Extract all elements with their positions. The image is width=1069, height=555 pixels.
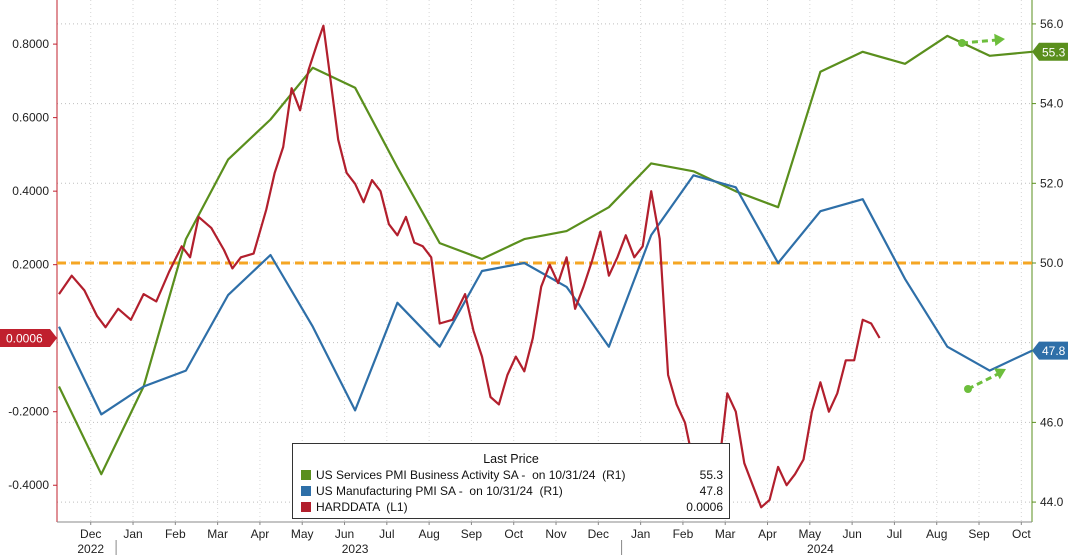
legend-title: Last Price bbox=[483, 452, 539, 466]
right-axis-ticks: 56.0 54.0 52.0 50.0 46.0 44.0 bbox=[1032, 17, 1064, 509]
right-tick-label-3: 50.0 bbox=[1040, 256, 1064, 270]
legend-swatch-harddata bbox=[301, 502, 311, 512]
right-tick-label-1: 54.0 bbox=[1040, 97, 1064, 111]
x-tick-label-15: Mar bbox=[715, 527, 736, 541]
x-tick-label-0: Dec bbox=[80, 527, 101, 541]
x-tick-label-5: May bbox=[291, 527, 314, 541]
right-tick-label-5: 44.0 bbox=[1040, 495, 1064, 509]
left-tick-label-2: 0.4000 bbox=[12, 184, 49, 198]
plot-area bbox=[57, 0, 1032, 522]
left-tick-label-4: -0.2000 bbox=[8, 405, 49, 419]
x-axis-ticks: Dec Jan Feb Mar Apr May Jun Jul Aug Sep Oct Nov Dec J… bbox=[57, 521, 1032, 541]
legend-item-services: US Services PMI Business Activity SA - o… bbox=[301, 468, 723, 483]
year-labels: 2022 2023 2024 bbox=[77, 540, 834, 555]
x-tick-label-10: Oct bbox=[504, 527, 523, 541]
legend-item-manufacturing: US Manufacturing PMI SA - on 10/31/24 (R… bbox=[301, 484, 723, 499]
x-tick-label-21: Sep bbox=[968, 527, 990, 541]
legend-label-harddata: HARDDATA (L1) bbox=[316, 500, 408, 514]
series-line-harddata bbox=[58, 24, 881, 509]
x-tick-label-20: Aug bbox=[926, 527, 947, 541]
x-tick-label-13: Jan bbox=[631, 527, 650, 541]
left-tick-label-5: -0.4000 bbox=[8, 478, 49, 492]
last-value-tag-manufacturing-bg bbox=[1032, 341, 1068, 360]
legend-label-services: US Services PMI Business Activity SA - o… bbox=[316, 468, 626, 482]
legend-swatch-services bbox=[301, 470, 311, 480]
left-tick-label-0: 0.8000 bbox=[12, 37, 49, 51]
arrow-services-shaft bbox=[961, 38, 998, 45]
legend-swatch-manufacturing bbox=[301, 486, 311, 496]
series-line-services bbox=[58, 34, 1033, 476]
x-tick-label-1: Jan bbox=[123, 527, 142, 541]
series-layer bbox=[58, 24, 1033, 509]
x-tick-label-6: Jun bbox=[335, 527, 354, 541]
x-tick-label-22: Oct bbox=[1012, 527, 1031, 541]
x-tick-label-8: Aug bbox=[418, 527, 439, 541]
x-tick-label-12: Dec bbox=[588, 527, 609, 541]
right-tick-label-2: 52.0 bbox=[1040, 176, 1064, 190]
trend-arrows bbox=[958, 33, 1006, 393]
right-tick-label-0: 56.0 bbox=[1040, 17, 1064, 31]
x-tick-label-2: Feb bbox=[165, 527, 186, 541]
x-tick-label-16: Apr bbox=[758, 527, 777, 541]
last-value-tag-services-label: 55.3 bbox=[1042, 45, 1066, 59]
year-label-2: 2024 bbox=[807, 542, 834, 555]
year-label-1: 2023 bbox=[342, 542, 369, 555]
right-tick-label-4: 46.0 bbox=[1040, 415, 1064, 429]
x-tick-label-19: Jul bbox=[887, 527, 902, 541]
last-value-tag-harddata-label: 0.0006 bbox=[6, 331, 43, 345]
left-tick-label-3: 0.2000 bbox=[12, 258, 49, 272]
arrow-manufacturing-head bbox=[994, 368, 1006, 380]
last-value-tag-manufacturing: 47.8 bbox=[1032, 341, 1068, 360]
x-tick-label-11: Nov bbox=[545, 527, 566, 541]
x-tick-label-18: Jun bbox=[842, 527, 861, 541]
legend-item-harddata: HARDDATA (L1) 0.0006 bbox=[301, 500, 723, 515]
arrow-manufacturing bbox=[964, 368, 1006, 393]
left-tick-label-1: 0.6000 bbox=[12, 111, 49, 125]
legend-value-services: 55.3 bbox=[699, 468, 723, 482]
arrow-manufacturing-shaft bbox=[967, 372, 999, 391]
x-tick-label-9: Sep bbox=[461, 527, 483, 541]
legend-value-harddata: 0.0006 bbox=[686, 500, 723, 514]
last-value-tag-harddata: 0.0006 bbox=[0, 328, 57, 347]
last-value-tag-manufacturing-label: 47.8 bbox=[1042, 344, 1066, 358]
x-tick-label-7: Jul bbox=[379, 527, 394, 541]
last-value-tags: 55.3 47.8 0.0006 bbox=[0, 42, 1068, 360]
year-label-0: 2022 bbox=[77, 542, 104, 555]
arrow-services bbox=[958, 33, 1005, 47]
x-tick-label-4: Apr bbox=[251, 527, 270, 541]
legend-value-manufacturing: 47.8 bbox=[699, 484, 723, 498]
left-axis-ticks: 0.8000 0.6000 0.4000 0.2000 -0.2000 -0.4000 bbox=[8, 37, 57, 492]
legend: Last Price US Services PMI Business Acti… bbox=[292, 443, 730, 519]
last-value-tag-harddata-bg bbox=[0, 328, 57, 347]
x-tick-label-3: Mar bbox=[207, 527, 228, 541]
legend-label-manufacturing: US Manufacturing PMI SA - on 10/31/24 (R… bbox=[316, 484, 563, 498]
last-value-tag-services-bg bbox=[1032, 42, 1068, 61]
arrow-services-head bbox=[994, 33, 1005, 47]
x-tick-label-17: May bbox=[798, 527, 821, 541]
x-tick-label-14: Feb bbox=[673, 527, 694, 541]
last-value-tag-services: 55.3 bbox=[1032, 42, 1068, 61]
